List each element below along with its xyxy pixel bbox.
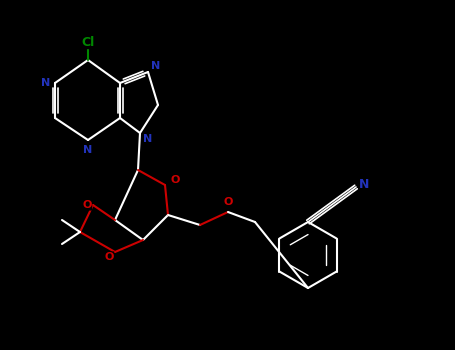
Text: O: O: [82, 200, 92, 210]
Text: N: N: [152, 61, 161, 71]
Text: N: N: [83, 145, 93, 155]
Text: O: O: [170, 175, 180, 185]
Text: N: N: [41, 78, 51, 88]
Text: O: O: [104, 252, 114, 262]
Text: Cl: Cl: [81, 35, 95, 49]
Text: N: N: [359, 178, 369, 191]
Text: O: O: [223, 197, 233, 207]
Text: N: N: [143, 134, 152, 144]
